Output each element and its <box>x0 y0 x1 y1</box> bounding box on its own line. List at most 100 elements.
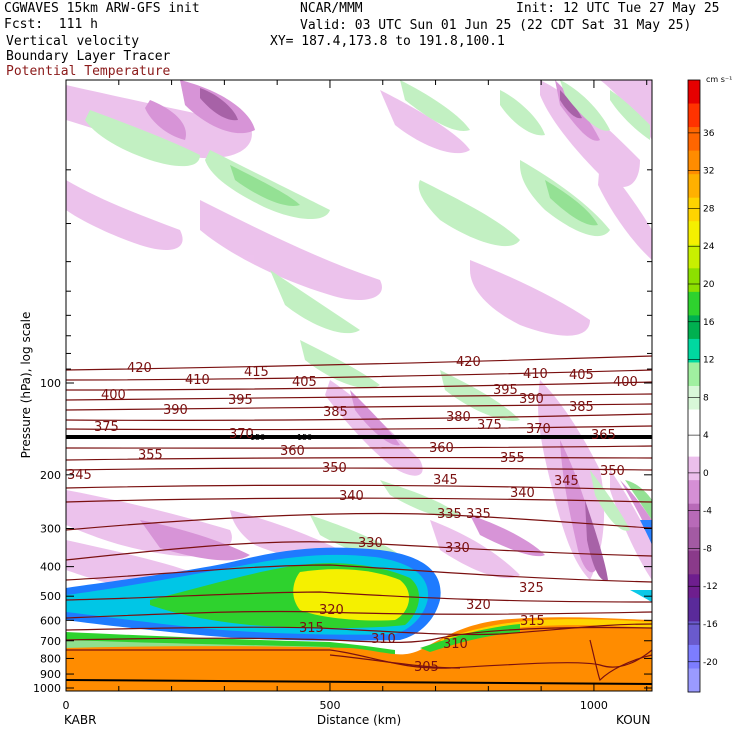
colorbar-swatch <box>688 315 700 340</box>
colorbar-swatch <box>688 503 700 528</box>
theta-label: 355 <box>138 448 163 463</box>
theta-label: 390 <box>163 403 188 418</box>
colorbar-swatch <box>688 386 700 411</box>
colorbar-label: 20 <box>703 280 715 290</box>
y-tick-label: 300 <box>40 523 61 536</box>
y-tick-label: 200 <box>40 469 61 482</box>
colorbar-swatch <box>688 197 700 222</box>
colorbar-swatch <box>688 597 700 622</box>
tropopause-label-group: 150 150 <box>250 433 312 442</box>
theta-label: 410 <box>185 373 210 388</box>
colorbar-label: -12 <box>703 582 718 592</box>
colorbar-swatch <box>688 150 700 175</box>
theta-label: 375 <box>94 420 119 435</box>
colorbar-swatch <box>688 456 700 481</box>
theta-label: 350 <box>322 461 347 476</box>
colorbar-swatch <box>688 433 700 458</box>
colorbar-swatch <box>688 291 700 316</box>
colorbar-label: 12 <box>703 356 714 366</box>
colorbar-label: 0 <box>703 469 709 479</box>
theta-label: 370 <box>526 422 551 437</box>
theta-label: 335 <box>466 507 491 522</box>
theta-label: 385 <box>569 400 594 415</box>
theta-label: 420 <box>456 355 481 370</box>
y-tick-label: 700 <box>40 635 61 648</box>
colorbar-label: 32 <box>703 167 714 177</box>
colorbar-swatch <box>688 221 700 246</box>
field-boundary-layer: Boundary Layer Tracer <box>6 49 171 64</box>
colorbar-unit: cm s⁻¹ <box>706 75 732 84</box>
field-potential-temperature: Potential Temperature <box>6 64 171 79</box>
colorbar-label: -8 <box>703 544 712 554</box>
theta-label: 395 <box>228 393 253 408</box>
right-endpoint-label: KOUN <box>616 713 650 727</box>
y-tick-label: 400 <box>40 561 61 574</box>
x-tick-label: 1000 <box>580 699 608 712</box>
colorbar-swatch <box>688 527 700 552</box>
theta-label: 375 <box>477 418 502 433</box>
theta-label: 420 <box>127 361 152 376</box>
theta-label: 360 <box>280 444 305 459</box>
x-tick-label: 0 <box>63 699 70 712</box>
colorbar-swatch <box>688 409 700 434</box>
x-axis: 0 500 1000 <box>63 80 648 712</box>
colorbar-swatch <box>688 80 700 105</box>
theta-label: 415 <box>244 365 269 380</box>
colorbar-swatch <box>688 338 700 363</box>
colorbar-label: 16 <box>703 318 715 328</box>
cross-section-xy: XY= 187.4,173.8 to 191.8,100.1 <box>270 34 505 49</box>
colorbar-swatch <box>688 644 700 669</box>
forecast-hour: Fcst: 111 h <box>4 17 98 32</box>
theta-label: 345 <box>433 473 458 488</box>
colorbar-label: -16 <box>703 620 718 630</box>
theta-label: 395 <box>493 383 518 398</box>
center-name: NCAR/MMM <box>300 1 363 16</box>
colorbar-swatch <box>688 103 700 128</box>
theta-label: 340 <box>510 486 535 501</box>
colorbar-label: 8 <box>703 393 709 403</box>
theta-label: 345 <box>554 474 579 489</box>
theta-label: 325 <box>519 581 544 596</box>
theta-label: 360 <box>429 441 454 456</box>
left-endpoint-label: KABR <box>64 713 96 727</box>
model-title: CGWAVES 15km ARW-GFS init <box>4 1 200 16</box>
theta-label: 400 <box>613 375 638 390</box>
colorbar-swatch <box>688 127 700 152</box>
colorbar-label: 24 <box>703 242 715 252</box>
theta-label: 355 <box>500 451 525 466</box>
theta-label: 405 <box>569 368 594 383</box>
theta-label: 370 <box>229 427 254 442</box>
field-vertical-velocity: Vertical velocity <box>6 34 140 49</box>
valid-time: Valid: 03 UTC Sun 01 Jun 25 (22 CDT Sat … <box>300 18 692 33</box>
theta-label: 310 <box>371 632 396 647</box>
theta-label: 315 <box>299 621 324 636</box>
theta-label: 350 <box>600 464 625 479</box>
theta-contours <box>66 355 652 682</box>
tropopause-label: 150 <box>297 433 312 442</box>
theta-label: 305 <box>414 660 439 675</box>
x-axis-label: Distance (km) <box>317 713 401 727</box>
theta-label: 310 <box>443 637 468 652</box>
y-tick-label: 900 <box>40 668 61 681</box>
colorbar-swatch <box>688 268 700 293</box>
theta-label: 340 <box>339 489 364 504</box>
plot-frame <box>65 79 653 692</box>
colorbar-label: -20 <box>703 658 718 668</box>
terrain-layer <box>66 617 652 691</box>
y-tick-label: 1000 <box>33 682 61 695</box>
theta-label: 365 <box>591 428 616 443</box>
theta-label: 380 <box>446 410 471 425</box>
theta-label: 330 <box>358 536 383 551</box>
colorbar-swatch <box>688 668 700 693</box>
theta-label: 385 <box>323 405 348 420</box>
colorbar-swatch <box>688 244 700 269</box>
colorbar-frame <box>687 79 701 693</box>
colorbar-label: 4 <box>703 431 709 441</box>
colorbar-swatch <box>688 621 700 646</box>
colorbar-swatch <box>688 362 700 387</box>
theta-label: 345 <box>67 468 92 483</box>
theta-label: 410 <box>523 367 548 382</box>
theta-label: 400 <box>101 388 126 403</box>
